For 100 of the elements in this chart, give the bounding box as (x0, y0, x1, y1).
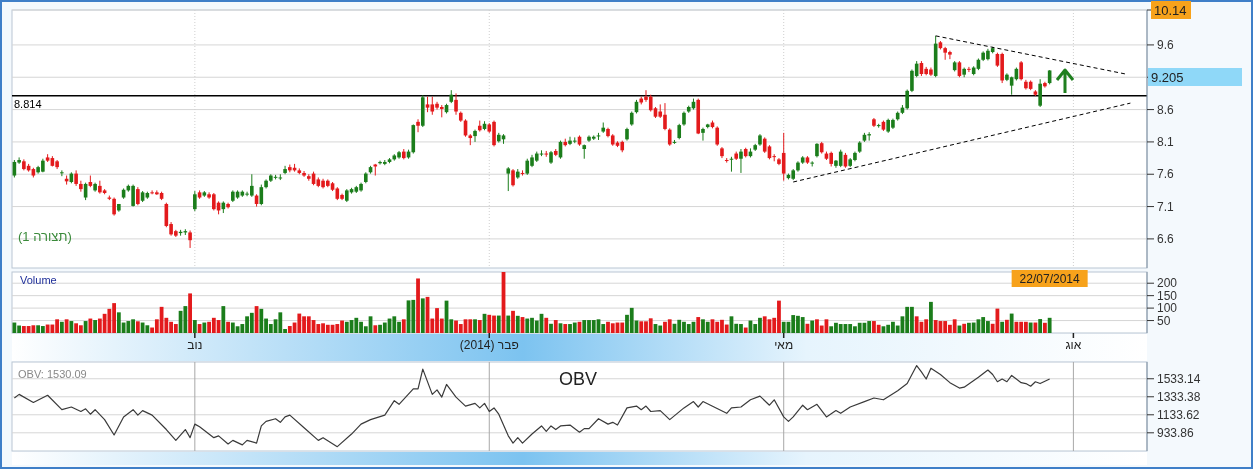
y-tick-label: 7.6 (1157, 167, 1175, 182)
bar (102, 313, 107, 333)
bar (762, 316, 767, 333)
bar (411, 299, 416, 333)
candlestick (454, 92, 458, 116)
bar (933, 320, 938, 333)
bar (715, 321, 720, 333)
bar (1019, 321, 1024, 333)
bar (420, 298, 425, 333)
bar (373, 325, 378, 333)
bar (69, 321, 74, 333)
y-tick-label: 10.14 (1154, 2, 1187, 18)
ref-line-label: 8.814 (14, 97, 42, 110)
bar (297, 313, 302, 333)
bar (1047, 317, 1052, 333)
bar (192, 320, 197, 333)
candlestick (905, 89, 909, 111)
bar (572, 322, 577, 333)
y-tick-label: 8.1 (1157, 134, 1175, 149)
candlestick (112, 197, 116, 217)
bar (468, 319, 473, 333)
candlestick (1043, 81, 1047, 89)
bar (188, 293, 192, 333)
bar (929, 301, 933, 333)
y-tick-label: 6.6 (1157, 231, 1175, 246)
candlestick (430, 96, 435, 116)
bar (1009, 313, 1014, 333)
bar (45, 324, 50, 333)
bar (392, 316, 397, 333)
y-tick-label: 1333.38 (1157, 389, 1201, 404)
candlestick (715, 125, 720, 147)
y-tick-label: 200 (1157, 276, 1178, 291)
candlestick (506, 166, 511, 192)
candlestick (416, 118, 420, 133)
candlestick (226, 202, 230, 210)
bar (620, 322, 625, 333)
x-tick-label: פבר (2014) (459, 338, 519, 352)
bar (1043, 322, 1047, 333)
bar (88, 318, 93, 333)
bar (93, 320, 98, 333)
bar (705, 321, 710, 333)
bar (12, 322, 17, 333)
bar (829, 326, 834, 333)
bar (610, 323, 615, 333)
bar (781, 321, 786, 333)
bar (515, 315, 520, 333)
bar (667, 319, 672, 333)
bar (905, 306, 910, 333)
bar (553, 320, 558, 333)
bar (658, 325, 663, 333)
bar (848, 324, 853, 333)
bar (563, 324, 568, 333)
annotation: 22/07/2014 (1019, 271, 1080, 286)
bar (31, 325, 36, 333)
bar (876, 324, 881, 333)
candlestick (98, 180, 102, 195)
bar (259, 308, 264, 333)
y-tick-label: 1533.14 (1157, 371, 1201, 386)
bar (74, 323, 79, 333)
bar (64, 319, 69, 333)
bar (962, 323, 967, 333)
bar (230, 322, 235, 333)
bar (221, 306, 226, 333)
candlestick (910, 68, 914, 93)
candlestick (701, 127, 705, 142)
y-tick-label: 7.1 (1157, 199, 1175, 214)
bar (952, 319, 957, 333)
x-tick-label: נוב (187, 338, 203, 352)
annotation: (תצורה 1) (18, 229, 72, 244)
candlestick (188, 230, 192, 249)
bar (677, 319, 682, 333)
candlestick (302, 170, 306, 178)
candlestick (136, 186, 140, 206)
chart-title: OBV (558, 369, 598, 389)
bar (506, 315, 511, 333)
bar (810, 320, 815, 333)
y-tick-label: 8.6 (1157, 102, 1175, 117)
candlestick (473, 129, 477, 143)
bar (211, 317, 216, 333)
bar (924, 319, 929, 333)
bar (473, 319, 477, 333)
bar (278, 312, 283, 333)
y-tick-label: 50 (1157, 313, 1171, 328)
bar (83, 321, 88, 333)
candlestick (60, 169, 64, 177)
bar (857, 322, 862, 333)
candlestick (1019, 60, 1023, 81)
bar (544, 317, 549, 333)
bar (591, 320, 596, 333)
bar (511, 310, 515, 333)
candlestick (781, 132, 786, 182)
bar (800, 317, 805, 333)
bar (173, 324, 178, 333)
bar (249, 312, 254, 333)
bar (639, 321, 644, 333)
bar (26, 326, 31, 333)
bar (287, 326, 292, 333)
bar (477, 320, 482, 333)
candlestick (967, 66, 971, 73)
bar (401, 319, 406, 333)
